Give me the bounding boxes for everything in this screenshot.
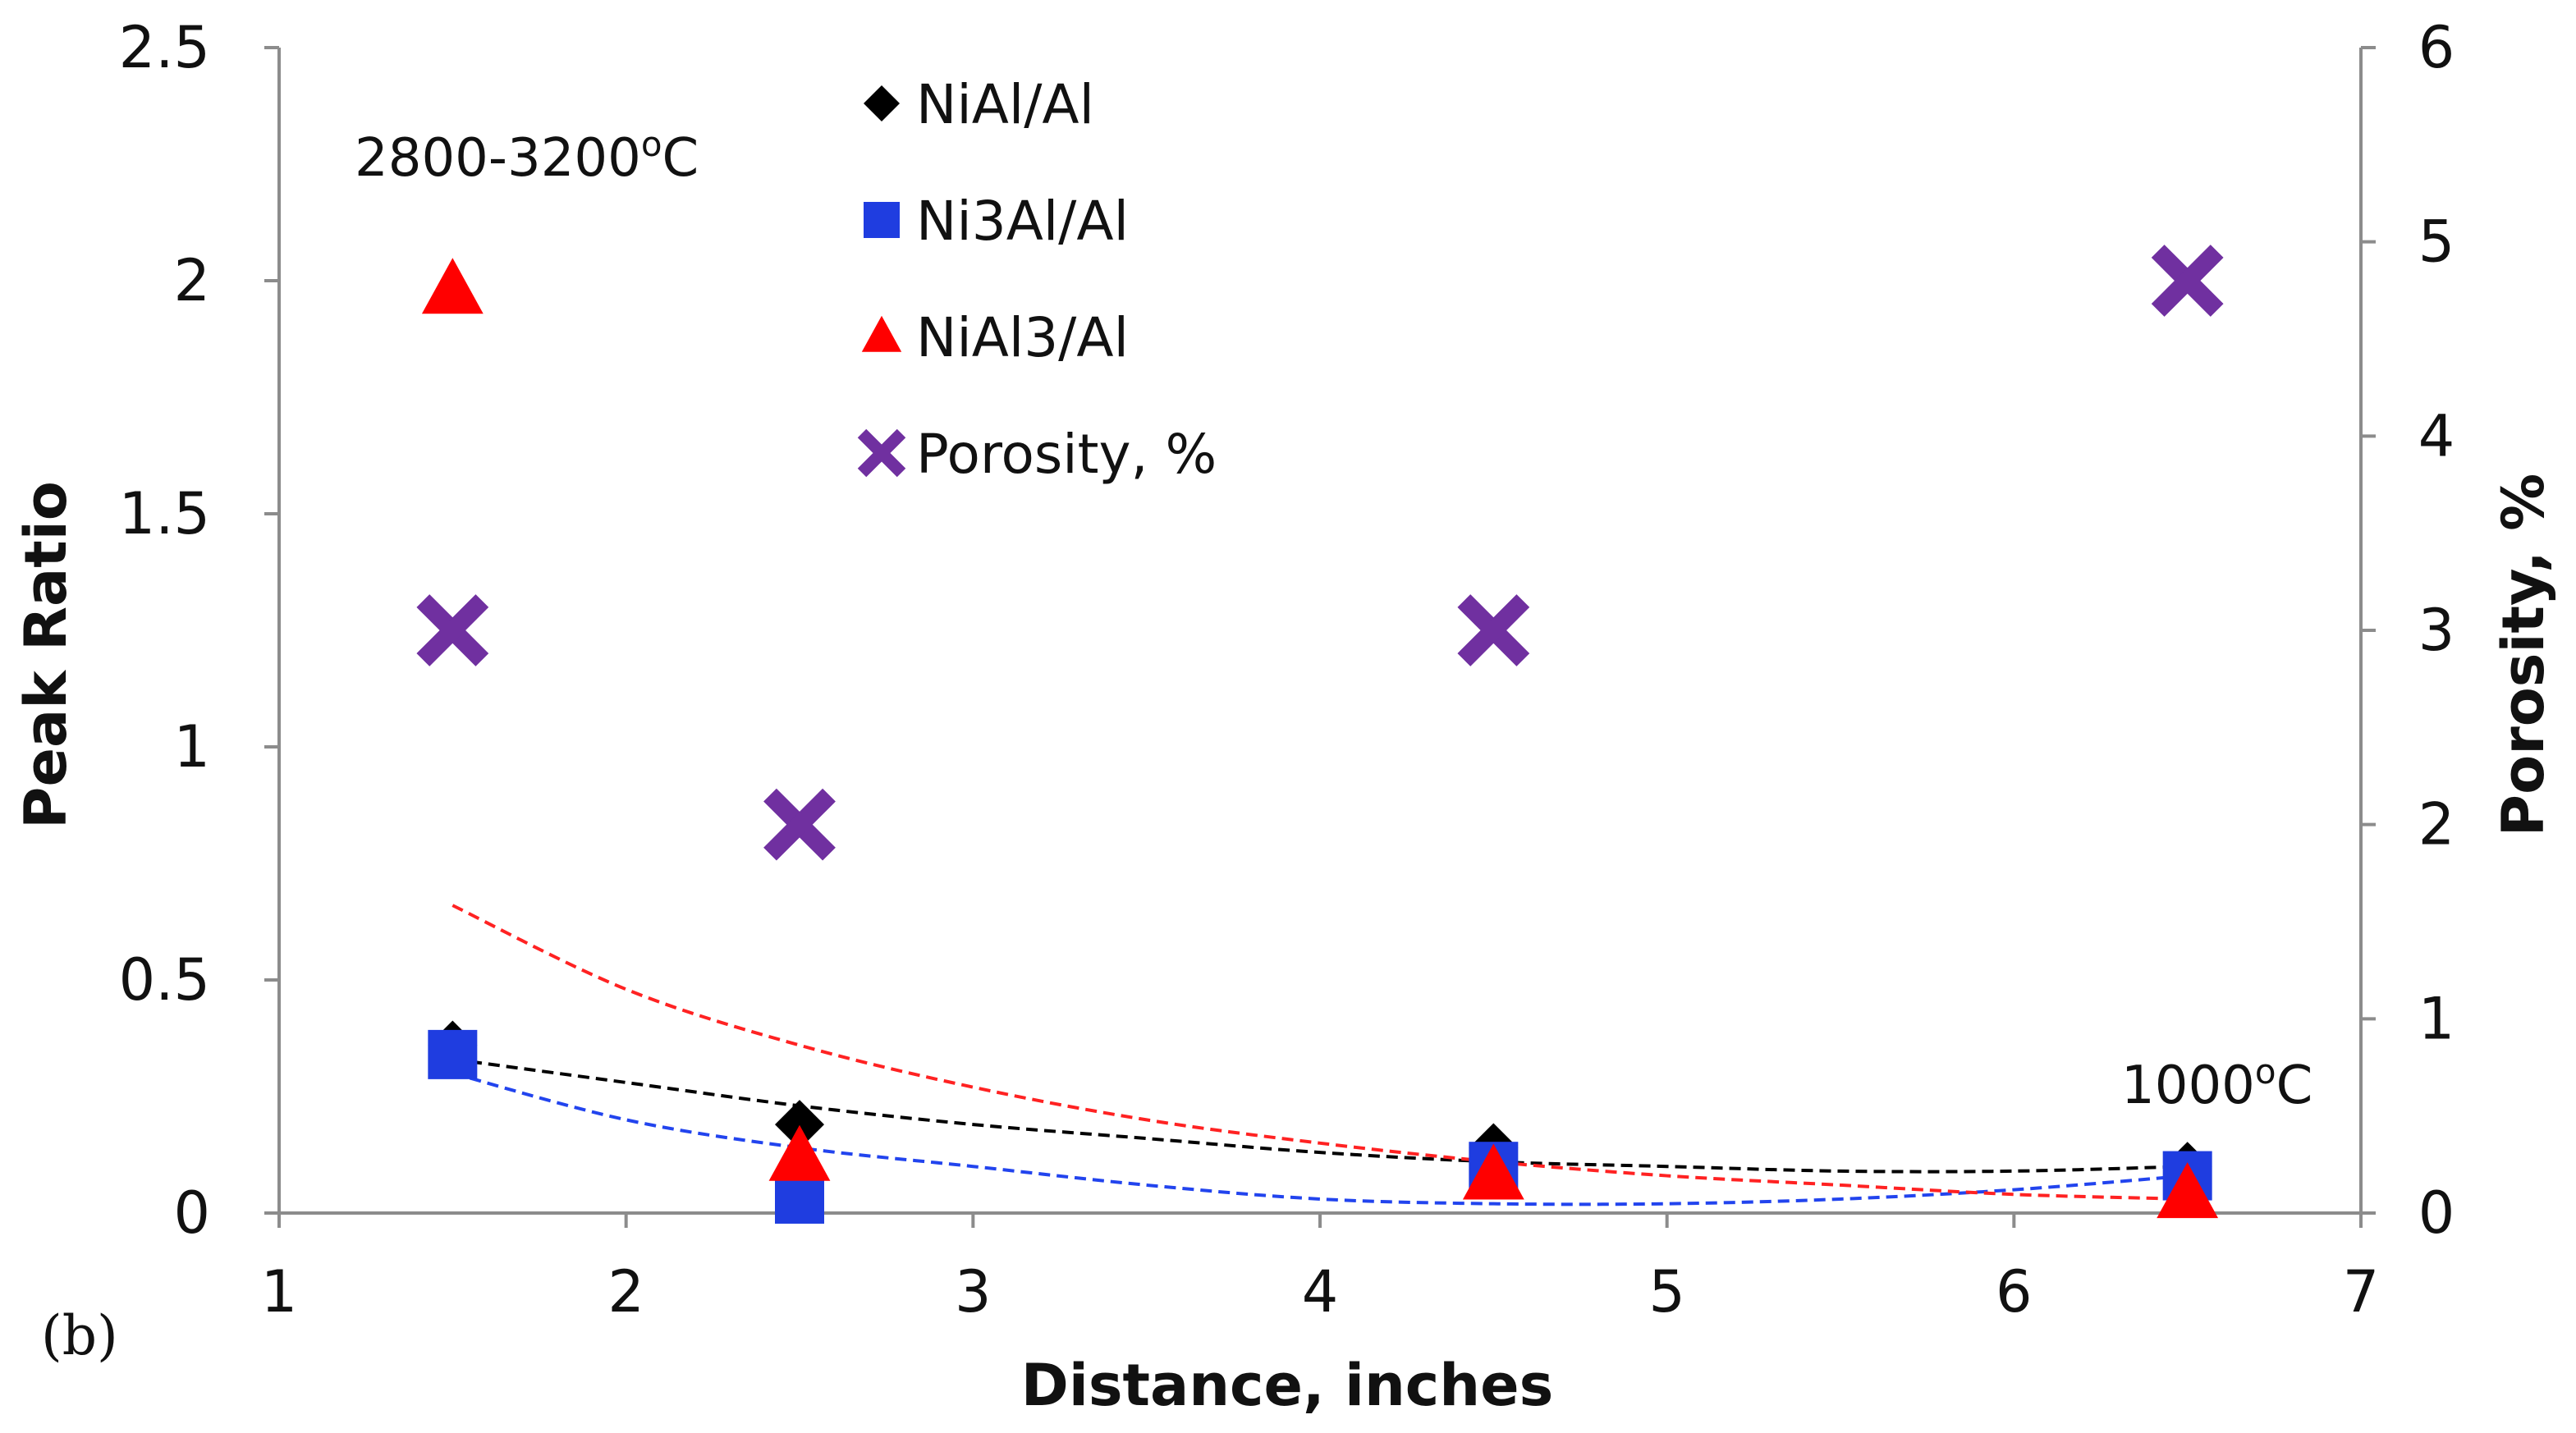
legend-marker-diamond (864, 85, 900, 121)
trendlines (451, 904, 2188, 1206)
y-tick-label: 2 (173, 247, 210, 314)
legend-label: NiAl/Al (916, 73, 1094, 136)
data-point-triangle (1462, 1143, 1524, 1200)
y-tick-label: 2.5 (119, 14, 210, 81)
data-point-square (428, 1029, 478, 1079)
x-tick-label: 7 (2343, 1258, 2380, 1325)
y-tick-label: 0 (173, 1179, 210, 1247)
legend-item: NiAl3/Al (861, 306, 1129, 369)
x-stroke (1457, 594, 1530, 666)
y2-tick-label: 2 (2418, 791, 2455, 858)
annotations: 2800-3200oC 1000oC (355, 124, 2312, 1116)
trendline-square (451, 1071, 2188, 1206)
legend-item: NiAl/Al (864, 73, 1094, 136)
annotation-temperature-high: 2800-3200oC (355, 124, 699, 189)
y2-tick-label: 0 (2418, 1179, 2455, 1247)
data-point-triangle (421, 258, 484, 314)
x-stroke (2151, 245, 2224, 317)
legend-label: Ni3Al/Al (916, 190, 1129, 253)
data-point-triangle (768, 1124, 831, 1181)
trendline-diamond (452, 1057, 2188, 1174)
x-tick-label: 3 (955, 1258, 992, 1325)
data-point-x (2151, 245, 2224, 317)
y2-tick-label: 4 (2418, 402, 2455, 469)
x-axis-title: Distance, inches (1021, 1352, 1554, 1419)
trendline-triangle (451, 904, 2188, 1201)
x-tick-label: 1 (261, 1258, 298, 1325)
data-point-triangle (2157, 1162, 2219, 1219)
y2-tick-label: 5 (2418, 208, 2455, 276)
legend-marker-triangle (861, 315, 902, 352)
y-tick-label: 1 (173, 713, 210, 781)
legend-marker-square (864, 202, 900, 238)
data-point-x (416, 594, 489, 666)
x-tick-label: 4 (1302, 1258, 1339, 1325)
y-axis-title: Peak Ratio (12, 481, 80, 829)
legend-label: Porosity, % (916, 423, 1217, 486)
legend-item: Ni3Al/Al (864, 190, 1129, 253)
y2-axis-title: Porosity, % (2490, 474, 2557, 836)
legend: NiAl/Al Ni3Al/Al NiAl3/Al Porosity, % (857, 73, 1217, 486)
x-tick-label: 5 (1648, 1258, 1685, 1325)
y2-tick-label: 3 (2418, 597, 2455, 664)
x-stroke (416, 594, 489, 666)
data-point-diamond (775, 1100, 824, 1150)
x-stroke (857, 428, 906, 478)
x-tick-label: 6 (1996, 1258, 2033, 1325)
annotation-temperature-low: 1000oC (2121, 1051, 2312, 1116)
legend-marker-x (857, 428, 906, 478)
data-point-square (775, 1174, 824, 1224)
y2-tick-label: 6 (2418, 14, 2455, 81)
legend-label: NiAl3/Al (916, 306, 1129, 369)
x-tick-label: 2 (607, 1258, 644, 1325)
data-point-x (763, 788, 836, 861)
data-point-x (1457, 594, 1530, 666)
data-points (416, 245, 2224, 1224)
y-tick-label: 0.5 (119, 946, 210, 1014)
panel-label: (b) (41, 1304, 118, 1367)
y2-tick-label: 1 (2418, 985, 2455, 1052)
x-stroke (763, 788, 836, 861)
legend-item: Porosity, % (857, 423, 1217, 486)
y-tick-label: 1.5 (119, 480, 210, 547)
